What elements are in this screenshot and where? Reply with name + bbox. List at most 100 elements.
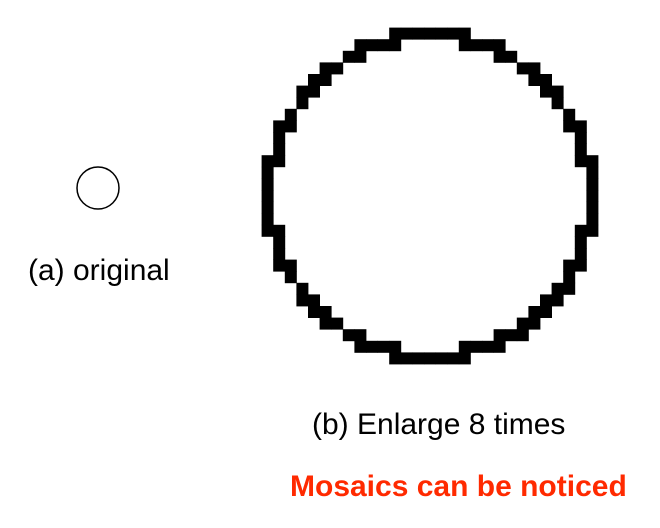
mosaic-block <box>366 39 378 52</box>
mosaic-block <box>528 306 541 318</box>
mosaic-block <box>482 39 494 52</box>
mosaic-block <box>574 155 587 168</box>
mosaic-block <box>284 108 297 121</box>
mosaic-block <box>540 306 552 318</box>
mosaic-block <box>586 224 599 237</box>
mosaic-block <box>389 340 402 353</box>
mosaic-block <box>574 132 587 144</box>
mosaic-block <box>563 259 576 272</box>
mosaic-block <box>482 340 494 353</box>
mosaic-block <box>493 340 506 353</box>
mosaic-block <box>516 317 529 330</box>
mosaic-block <box>354 340 367 353</box>
mosaic-block <box>284 271 297 284</box>
mosaic-block <box>273 132 286 144</box>
mosaic-block <box>574 259 587 272</box>
mosaic-block <box>308 85 320 98</box>
mosaic-block <box>424 27 436 40</box>
mosaic-block <box>528 62 541 75</box>
mosaic-block <box>424 352 436 365</box>
mosaic-block <box>551 282 564 295</box>
mosaic-block <box>273 143 286 156</box>
mosaic-block <box>528 74 541 86</box>
mosaic-block <box>447 352 460 365</box>
mosaic-block <box>296 282 309 295</box>
mosaic-block <box>354 329 367 342</box>
mosaic-block <box>273 120 286 133</box>
mosaic-block <box>551 294 564 307</box>
mosaic-block <box>574 120 587 133</box>
mosaic-block <box>435 352 448 365</box>
mosaic-block <box>331 317 344 330</box>
mosaic-block <box>296 97 309 110</box>
mosaic-block <box>319 74 332 86</box>
mosaic-block <box>458 39 471 52</box>
mosaic-block <box>505 50 518 63</box>
mosaic-block <box>366 340 378 353</box>
mosaic-block <box>551 97 564 110</box>
mosaic-block <box>586 201 599 214</box>
mosaic-block <box>389 352 402 365</box>
mosaic-block <box>273 155 286 168</box>
mosaic-block <box>296 294 309 307</box>
mosaic-block <box>586 190 599 202</box>
mosaic-block <box>563 120 576 133</box>
mosaic-block <box>273 259 286 272</box>
mosaic-block <box>319 317 332 330</box>
mosaic-block <box>435 27 448 40</box>
mosaic-block <box>284 259 297 272</box>
mosaic-block <box>458 352 471 365</box>
mosaic-block <box>308 294 320 307</box>
mosaic-block <box>342 329 355 342</box>
mosaic-block <box>540 74 552 86</box>
mosaic-block <box>586 155 599 168</box>
mosaic-block <box>516 62 529 75</box>
mosaic-block <box>574 236 587 249</box>
caption-original: (a) original <box>28 254 170 287</box>
mosaic-block <box>354 50 367 63</box>
mosaic-block <box>505 329 518 342</box>
mosaic-block <box>540 85 552 98</box>
mosaic-block <box>261 166 274 179</box>
mosaic-block <box>261 155 274 168</box>
mosaic-block <box>308 306 320 318</box>
caption-enlarged: (b) Enlarge 8 times <box>312 408 566 441</box>
mosaic-block <box>296 85 309 98</box>
mosaic-block <box>470 340 483 353</box>
mosaic-block <box>563 271 576 284</box>
mosaic-block <box>400 352 413 365</box>
mosaic-block <box>458 340 471 353</box>
mosaic-block <box>551 85 564 98</box>
mosaic-block <box>574 248 587 260</box>
mosaic-block <box>470 39 483 52</box>
mosaic-block <box>261 178 274 191</box>
mosaic-block <box>493 50 506 63</box>
mosaic-block <box>586 166 599 179</box>
mosaic-block <box>447 27 460 40</box>
mosaic-block <box>331 62 344 75</box>
mosaic-block <box>563 282 576 295</box>
mosaic-block <box>273 236 286 249</box>
mosaic-block <box>354 39 367 52</box>
mosaic-block <box>574 224 587 237</box>
mosaic-block <box>412 27 425 40</box>
original-circle-outline <box>76 166 120 210</box>
mosaic-block <box>574 143 587 156</box>
mosaic-block <box>563 108 576 121</box>
mosaic-block <box>586 178 599 191</box>
mosaic-block <box>493 329 506 342</box>
mosaic-block <box>319 306 332 318</box>
mosaic-block <box>261 213 274 226</box>
mosaic-block <box>261 201 274 214</box>
mosaic-block <box>540 294 552 307</box>
mosaic-block <box>412 352 425 365</box>
mosaic-block <box>273 224 286 237</box>
mosaic-block <box>586 213 599 226</box>
mosaic-block <box>261 190 274 202</box>
original-circle <box>76 166 120 210</box>
mosaic-block <box>273 248 286 260</box>
mosaic-block <box>516 329 529 342</box>
mosaic-block <box>389 39 402 52</box>
mosaic-block <box>261 224 274 237</box>
